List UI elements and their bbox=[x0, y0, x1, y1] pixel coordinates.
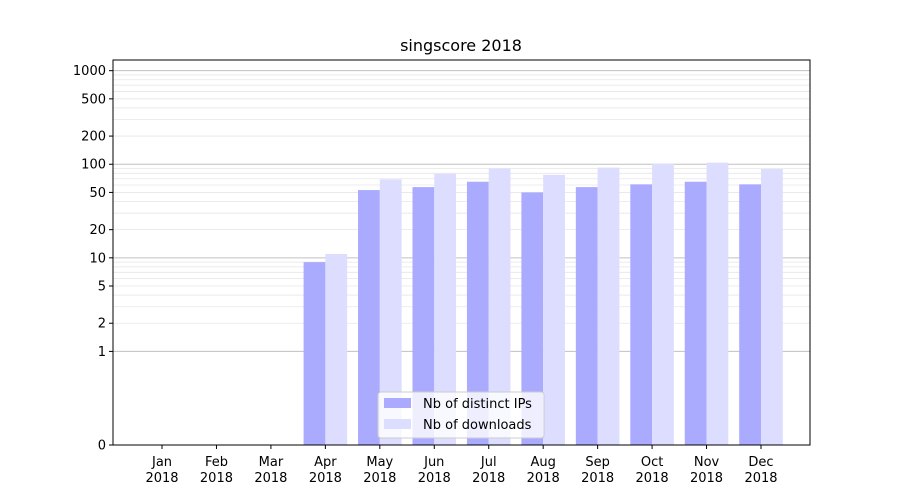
x-tick-label-month: May bbox=[366, 455, 393, 470]
y-tick-label: 500 bbox=[81, 92, 106, 107]
bar-distinct-ips-oct bbox=[630, 184, 653, 445]
bar-distinct-ips-jul bbox=[466, 181, 489, 446]
bar-downloads-may bbox=[379, 179, 402, 445]
x-tick-label-year: 2018 bbox=[472, 471, 505, 486]
x-tick-label-month: Nov bbox=[694, 455, 720, 470]
plot-frame bbox=[112, 59, 811, 446]
bar-downloads-aug bbox=[543, 174, 565, 445]
bars bbox=[303, 162, 783, 446]
y-tick-label: 20 bbox=[89, 223, 106, 238]
bar-distinct-ips-nov bbox=[684, 181, 707, 446]
x-tick-label-month: Jul bbox=[480, 455, 497, 470]
bar-downloads-apr bbox=[325, 253, 348, 445]
y-tick-label: 5 bbox=[98, 280, 106, 295]
legend-swatch-distinct-ips bbox=[384, 398, 411, 408]
x-tick-label-month: Oct bbox=[641, 455, 663, 470]
legend: Nb of distinct IPs Nb of downloads bbox=[377, 391, 545, 439]
y-tick-label: 1000 bbox=[73, 64, 106, 79]
bar-distinct-ips-aug bbox=[521, 192, 544, 445]
legend-swatch-downloads bbox=[384, 419, 411, 429]
y-tick-label: 1 bbox=[98, 345, 106, 360]
x-tick-label-month: Feb bbox=[205, 455, 228, 470]
bar-distinct-ips-may bbox=[358, 190, 380, 445]
x-tick-label-year: 2018 bbox=[690, 471, 723, 486]
x-tick-label-month: Mar bbox=[259, 455, 284, 470]
x-tick-label-month: Sep bbox=[585, 455, 610, 470]
bar-downloads-oct bbox=[652, 163, 674, 445]
y-tick-label: 10 bbox=[89, 251, 106, 266]
bar-downloads-jun bbox=[434, 173, 457, 446]
bar-downloads-jul bbox=[488, 168, 511, 445]
y-tick-label: 100 bbox=[81, 158, 106, 173]
bar-downloads-nov bbox=[706, 162, 729, 445]
y-tick-label: 50 bbox=[89, 186, 106, 201]
bar-downloads-dec bbox=[760, 168, 783, 445]
legend-label-distinct-ips: Nb of distinct IPs bbox=[423, 397, 532, 412]
x-tick-label-year: 2018 bbox=[200, 471, 233, 486]
x-tick-label-month: Aug bbox=[530, 455, 555, 470]
x-tick-label-year: 2018 bbox=[636, 471, 669, 486]
y-axis: 0 1 2 5 10 20 50 100 200 500 1000 bbox=[73, 64, 113, 454]
x-tick-label-month: Jun bbox=[423, 455, 444, 470]
bar-distinct-ips-sep bbox=[575, 187, 598, 445]
x-tick-label-year: 2018 bbox=[145, 471, 178, 486]
x-tick-label-month: Apr bbox=[314, 455, 337, 470]
bar-distinct-ips-apr bbox=[303, 262, 326, 445]
x-tick-label-year: 2018 bbox=[363, 471, 396, 486]
x-axis: Jan2018Feb2018Mar2018Apr2018May2018Jun20… bbox=[145, 445, 778, 486]
bar-distinct-ips-dec bbox=[739, 184, 761, 445]
x-tick-label-month: Jan bbox=[151, 455, 172, 470]
x-tick-label-month: Dec bbox=[748, 455, 773, 470]
x-tick-label-year: 2018 bbox=[527, 471, 560, 486]
bar-distinct-ips-jun bbox=[412, 187, 435, 445]
x-tick-label-year: 2018 bbox=[309, 471, 342, 486]
x-tick-label-year: 2018 bbox=[418, 471, 451, 486]
y-tick-label: 2 bbox=[98, 317, 106, 332]
bar-downloads-sep bbox=[597, 167, 620, 445]
y-tick-label: 0 bbox=[98, 439, 106, 454]
x-tick-label-year: 2018 bbox=[581, 471, 614, 486]
x-tick-label-year: 2018 bbox=[744, 471, 777, 486]
x-tick-label-year: 2018 bbox=[254, 471, 287, 486]
chart-title: singscore 2018 bbox=[400, 36, 522, 55]
y-tick-label: 200 bbox=[81, 130, 106, 145]
legend-label-downloads: Nb of downloads bbox=[423, 418, 532, 433]
legend-box bbox=[377, 391, 545, 439]
